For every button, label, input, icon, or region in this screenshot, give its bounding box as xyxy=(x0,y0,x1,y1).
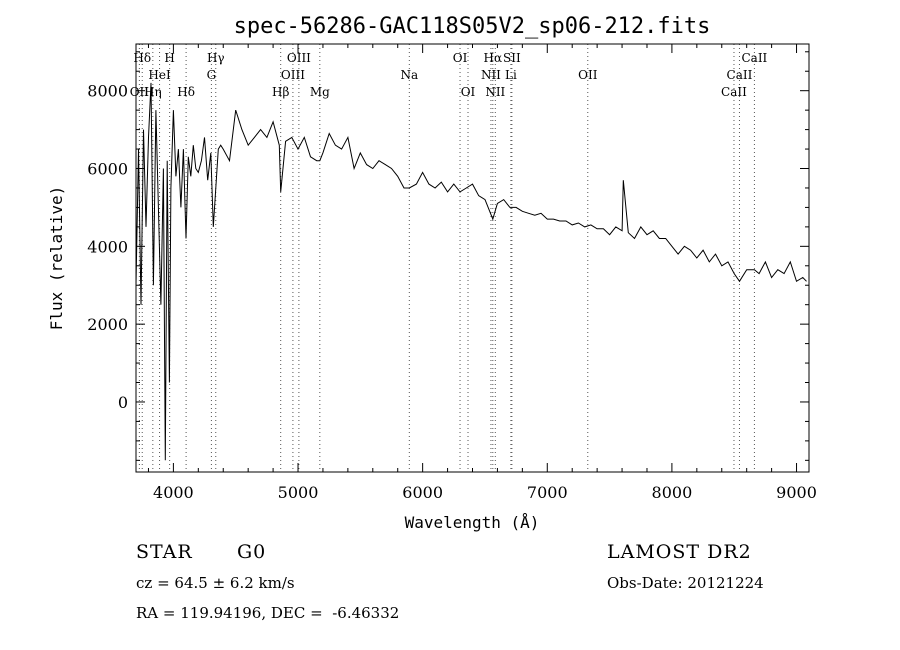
spectral-line-label: G xyxy=(207,68,217,82)
spectral-line-markers xyxy=(138,44,755,472)
y-tick-label: 8000 xyxy=(87,82,128,101)
object-subclass: G0 xyxy=(237,541,267,563)
spectral-line-label: Na xyxy=(400,68,418,82)
spectral-line-label: Hδ xyxy=(133,51,151,65)
y-axis-label: Flux (relative) xyxy=(47,186,66,331)
y-tick-label: 4000 xyxy=(87,237,128,256)
spectral-line-label: CaII xyxy=(721,85,747,99)
observation-date: Obs-Date: 20121224 xyxy=(607,574,764,592)
x-tick-label: 7000 xyxy=(527,483,568,502)
spectral-line-label: SII xyxy=(503,51,521,65)
spectral-line-label: OI xyxy=(453,51,468,65)
x-axis: 4000 5000 6000 7000 8000 9000 xyxy=(147,44,817,502)
spectral-line-label: HeI xyxy=(148,68,171,82)
spectral-line-label: OI xyxy=(461,85,476,99)
x-tick-label: 8000 xyxy=(652,483,693,502)
spectral-line-label: CaII xyxy=(727,68,753,82)
plot-frame xyxy=(135,43,810,473)
spectral-line-label: NII xyxy=(485,85,505,99)
spectral-line-label: CaII xyxy=(741,51,767,65)
survey-name: LAMOST DR2 xyxy=(607,541,752,563)
spectral-line-label: Hγ xyxy=(207,51,225,65)
redshift-velocity: cz = 64.5 ± 6.2 km/s xyxy=(136,574,295,592)
spectral-line-label: OIII xyxy=(287,51,311,65)
x-tick-label: 5000 xyxy=(278,483,319,502)
spectrum-series-line xyxy=(135,82,807,461)
spectral-line-label: OII xyxy=(130,85,150,99)
x-axis-label: Wavelength (Å) xyxy=(405,513,540,532)
chart-title: spec-56286-GAC118S05V2_sp06-212.fits xyxy=(234,14,711,39)
spectral-line-label: Mg xyxy=(310,85,330,99)
object-class: STAR xyxy=(136,541,193,563)
y-tick-label: 0 xyxy=(118,393,128,412)
spectral-line-label: OII xyxy=(578,68,598,82)
spectral-line-label: Hη xyxy=(144,85,162,99)
x-tick-label: 4000 xyxy=(153,483,194,502)
spectral-line-label: Hβ xyxy=(272,85,289,99)
y-axis: 0 2000 4000 6000 8000 xyxy=(87,51,809,461)
spectral-line-label: Li xyxy=(505,68,517,82)
x-tick-label: 9000 xyxy=(776,483,817,502)
spectral-line-label: OIII xyxy=(281,68,305,82)
spectral-line-label: Hα xyxy=(484,51,503,65)
spectral-line-label: H xyxy=(164,51,174,65)
spectral-line-label: NII xyxy=(481,68,501,82)
y-tick-label: 6000 xyxy=(87,160,128,179)
sky-coordinates: RA = 119.94196, DEC = -6.46332 xyxy=(136,604,400,622)
y-tick-label: 2000 xyxy=(87,315,128,334)
x-tick-label: 6000 xyxy=(402,483,443,502)
spectral-line-label: Hδ xyxy=(177,85,195,99)
